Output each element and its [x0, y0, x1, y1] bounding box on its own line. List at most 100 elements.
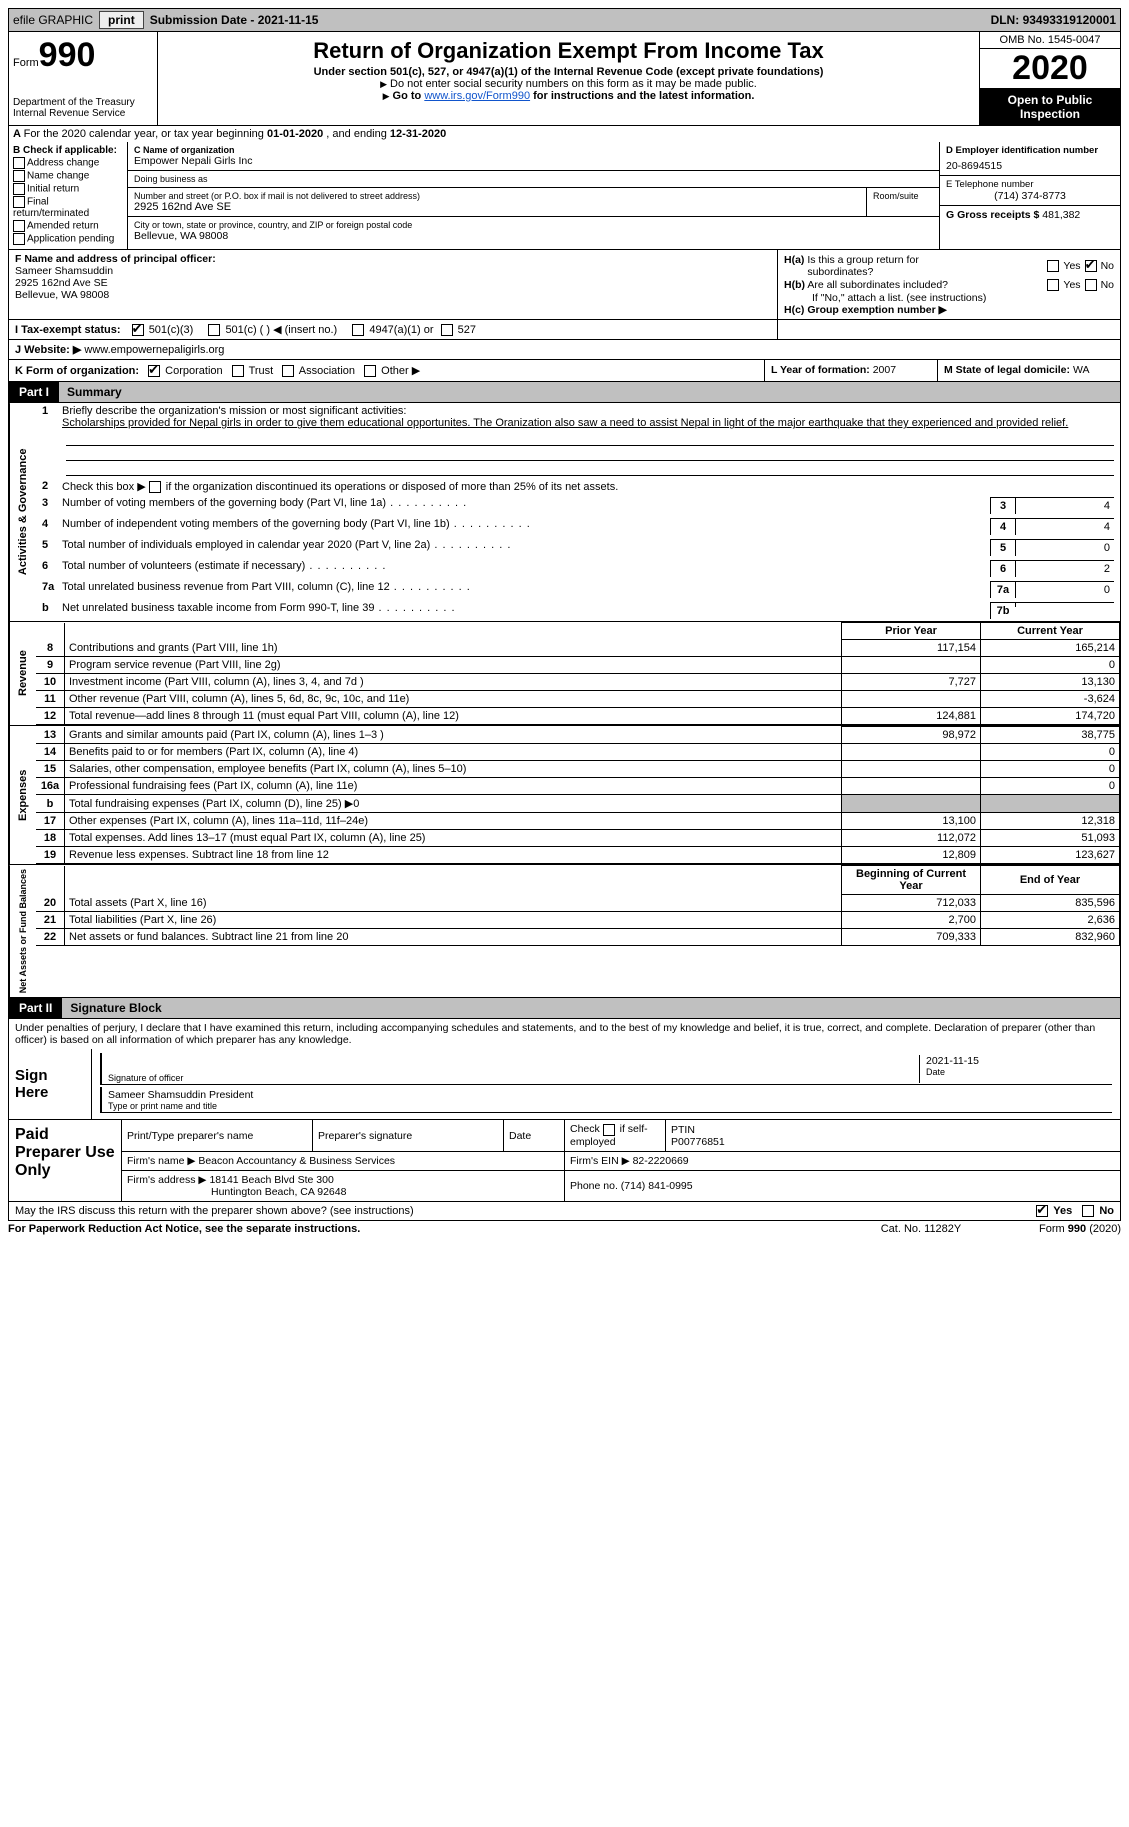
gov-line-6: 6Total number of volunteers (estimate if…: [36, 558, 1120, 579]
ein-value: 20-8694515: [946, 160, 1114, 172]
h-note: If "No," attach a list. (see instruction…: [784, 292, 1114, 304]
f-label: F Name and address of principal officer:: [15, 253, 216, 265]
part2-header: Part II Signature Block: [8, 998, 1121, 1019]
section-netassets: Net Assets or Fund Balances Beginning of…: [8, 865, 1121, 998]
i-501c[interactable]: 501(c) ( ) ◀ (insert no.): [208, 324, 337, 336]
rowA-mid: , and ending: [323, 128, 390, 140]
i-4947[interactable]: 4947(a)(1) or: [352, 324, 433, 336]
k-assoc[interactable]: Association: [282, 365, 355, 377]
hdr-current: Current Year: [981, 623, 1120, 640]
discuss-row: May the IRS discuss this return with the…: [8, 1202, 1121, 1221]
preparer-label: Paid Preparer Use Only: [9, 1120, 122, 1200]
row-klm: K Form of organization: Corporation Trus…: [8, 360, 1121, 382]
submission-date: 2021-11-15: [258, 13, 319, 27]
row-a-tax-year: A For the 2020 calendar year, or tax yea…: [8, 126, 1121, 142]
chk-address-change[interactable]: Address change: [13, 157, 123, 169]
gov-line-3: 3Number of voting members of the governi…: [36, 495, 1120, 516]
efile-label: efile GRAPHIC: [13, 13, 93, 27]
penalty-text: Under penalties of perjury, I declare th…: [8, 1019, 1121, 1049]
blank-line: [66, 448, 1114, 461]
form-subtitle: Under section 501(c), 527, or 4947(a)(1)…: [164, 66, 973, 78]
gov-line-7a: 7aTotal unrelated business revenue from …: [36, 579, 1120, 600]
fin-row-13: 13Grants and similar amounts paid (Part …: [36, 727, 1120, 744]
col-f: F Name and address of principal officer:…: [9, 250, 778, 319]
part2-tab: Part II: [9, 998, 62, 1018]
i-501c3[interactable]: 501(c)(3): [132, 324, 194, 336]
i-527[interactable]: 527: [441, 324, 476, 336]
hc-label: H(c) Group exemption number ▶: [784, 304, 947, 316]
dba-label: Doing business as: [134, 174, 933, 184]
dln: DLN: 93493319120001: [991, 13, 1116, 27]
k-label: K Form of organization:: [15, 365, 139, 377]
hdr-prior: Prior Year: [842, 623, 981, 640]
fin-row-21: 21Total liabilities (Part X, line 26)2,7…: [36, 912, 1120, 929]
city-label: City or town, state or province, country…: [134, 220, 933, 230]
chk-amended-return[interactable]: Amended return: [13, 220, 123, 232]
print-button[interactable]: print: [99, 11, 144, 29]
street-value: 2925 162nd Ave SE: [134, 201, 860, 213]
part2-title: Signature Block: [62, 998, 1120, 1018]
section-expenses: Expenses 13Grants and similar amounts pa…: [8, 726, 1121, 865]
col-h: H(a) Is this a group return for subordin…: [778, 250, 1120, 319]
discuss-yes[interactable]: Yes: [1036, 1205, 1072, 1217]
officer-street: 2925 162nd Ave SE: [15, 277, 771, 289]
k-other[interactable]: Other ▶: [364, 365, 420, 377]
submission-date-label: Submission Date -: [150, 13, 258, 27]
ha-no[interactable]: No: [1085, 260, 1114, 272]
gov-line-5: 5Total number of individuals employed in…: [36, 537, 1120, 558]
fin-row-8: 8Contributions and grants (Part VIII, li…: [36, 640, 1120, 657]
row-i: I Tax-exempt status: 501(c)(3) 501(c) ( …: [8, 320, 1121, 340]
form-id: Form 990 (2020): [981, 1223, 1121, 1235]
chk-application-pending[interactable]: Application pending: [13, 233, 123, 245]
fin-row-19: 19Revenue less expenses. Subtract line 1…: [36, 847, 1120, 864]
discuss-no[interactable]: No: [1082, 1205, 1114, 1217]
fin-row-16a: 16aProfessional fundraising fees (Part I…: [36, 778, 1120, 795]
chk-final-return[interactable]: Final return/terminated: [13, 196, 123, 219]
firm-phone-row: Phone no. (714) 841-0995: [565, 1170, 1121, 1201]
table-revenue: Prior Year Current Year 8Contributions a…: [36, 622, 1120, 725]
part1-title: Summary: [59, 382, 1120, 402]
firm-addr-row: Firm's address ▶ 18141 Beach Blvd Ste 30…: [122, 1170, 565, 1201]
part1-tab: Part I: [9, 382, 59, 402]
k-corp[interactable]: Corporation: [148, 365, 223, 377]
prep-ptin: PTINP00776851: [666, 1120, 1121, 1151]
fin-row-10: 10Investment income (Part VIII, column (…: [36, 674, 1120, 691]
fin-row-14: 14Benefits paid to or for members (Part …: [36, 744, 1120, 761]
prep-date-hdr: Date: [504, 1120, 565, 1151]
year-formation: 2007: [873, 364, 896, 376]
ein-label: D Employer identification number: [946, 145, 1098, 156]
officer-city: Bellevue, WA 98008: [15, 289, 771, 301]
prep-selfemp[interactable]: Check if self-employed: [565, 1120, 666, 1151]
phone-value: (714) 374-8773: [946, 190, 1114, 202]
name-title-label: Type or print name and title: [108, 1101, 1106, 1111]
irs-link[interactable]: www.irs.gov/Form990: [424, 90, 530, 102]
form-header: Form990 Department of the Treasury Inter…: [8, 32, 1121, 126]
chk-name-change[interactable]: Name change: [13, 170, 123, 182]
fin-row-18: 18Total expenses. Add lines 13–17 (must …: [36, 830, 1120, 847]
k-trust[interactable]: Trust: [232, 365, 274, 377]
form-word: Form: [13, 57, 39, 69]
firm-name-row: Firm's name ▶ Beacon Accountancy & Busin…: [122, 1151, 565, 1170]
row-j: J Website: ▶ www.empowernepaligirls.org: [8, 340, 1121, 360]
hb-no[interactable]: No: [1085, 279, 1114, 291]
officer-printed-name: Sameer Shamsuddin President: [108, 1089, 1106, 1101]
preparer-block: Paid Preparer Use Only Print/Type prepar…: [8, 1120, 1121, 1201]
section-activities: Activities & Governance 1 Briefly descri…: [8, 403, 1121, 622]
officer-name: Sameer Shamsuddin: [15, 265, 771, 277]
discuss-text: May the IRS discuss this return with the…: [15, 1205, 414, 1217]
fin-row-15: 15Salaries, other compensation, employee…: [36, 761, 1120, 778]
sign-date: 2021-11-15: [926, 1055, 1106, 1067]
sign-date-label: Date: [926, 1067, 1106, 1077]
street-label: Number and street (or P.O. box if mail i…: [134, 191, 860, 201]
hb-yes[interactable]: Yes: [1047, 279, 1080, 291]
sidebar-expenses: Expenses: [9, 726, 36, 864]
fin-row-9: 9Program service revenue (Part VIII, lin…: [36, 657, 1120, 674]
open-public: Open to Public Inspection: [980, 89, 1120, 125]
phone-label: E Telephone number: [946, 179, 1114, 190]
gov-line-4: 4Number of independent voting members of…: [36, 516, 1120, 537]
ha-yes[interactable]: Yes: [1047, 260, 1080, 272]
q1-label: Briefly describe the organization's miss…: [62, 405, 406, 417]
fin-row-12: 12Total revenue—add lines 8 through 11 (…: [36, 708, 1120, 725]
chk-initial-return[interactable]: Initial return: [13, 183, 123, 195]
sidebar-netassets: Net Assets or Fund Balances: [9, 865, 36, 997]
